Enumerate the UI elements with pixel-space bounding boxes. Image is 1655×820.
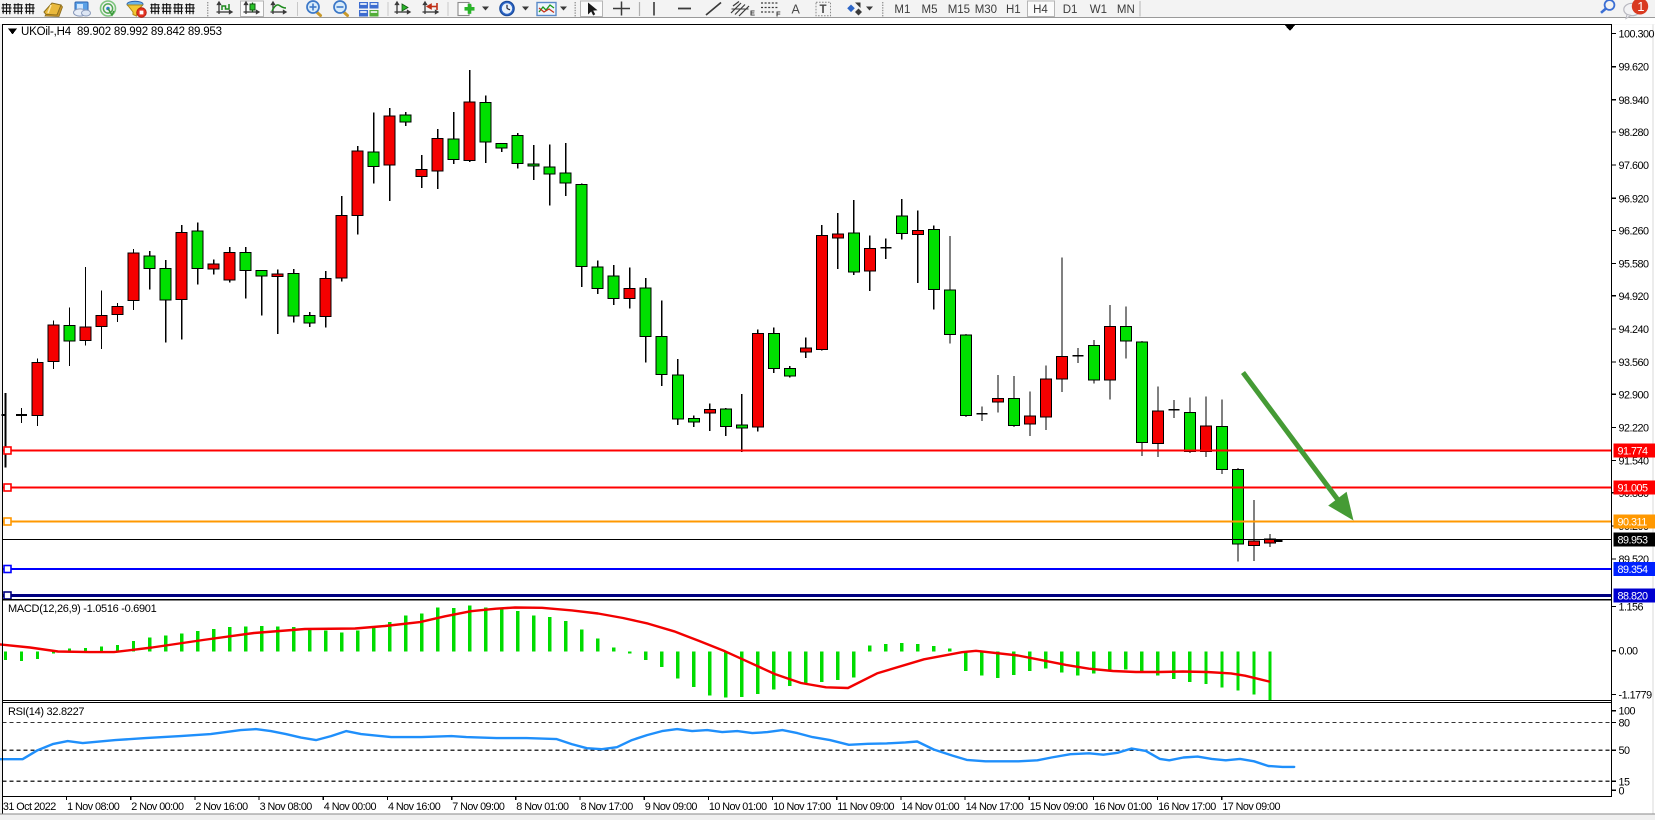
svg-text:8 Nov 17:00: 8 Nov 17:00 <box>581 801 634 813</box>
svg-text:H1: H1 <box>1006 4 1021 16</box>
svg-text:F: F <box>776 10 781 19</box>
svg-text:15 Nov 09:00: 15 Nov 09:00 <box>1030 801 1088 813</box>
svg-text:D1: D1 <box>1063 4 1078 16</box>
svg-text:0: 0 <box>1619 785 1625 797</box>
svg-text:14 Nov 17:00: 14 Nov 17:00 <box>966 801 1024 813</box>
svg-text:M5: M5 <box>922 4 938 16</box>
svg-text:RSI(14) 32.8227: RSI(14) 32.8227 <box>8 706 84 718</box>
svg-text:91.005: 91.005 <box>1618 483 1649 495</box>
svg-text:93.560: 93.560 <box>1619 357 1650 369</box>
svg-text:11 Nov 09:00: 11 Nov 09:00 <box>837 801 894 813</box>
svg-text:0.00: 0.00 <box>1619 646 1639 658</box>
svg-text:M15: M15 <box>948 4 970 16</box>
svg-text:7 Nov 09:00: 7 Nov 09:00 <box>452 801 505 813</box>
svg-text:UKOil-,H4 89.902 89.992 89.84: UKOil-,H4 89.902 89.992 89.842 89.953 <box>21 26 222 38</box>
svg-text:31 Oct 2022: 31 Oct 2022 <box>3 801 56 813</box>
svg-text:9 Nov 09:00: 9 Nov 09:00 <box>645 801 698 813</box>
svg-text:1 Nov 08:00: 1 Nov 08:00 <box>67 801 120 813</box>
svg-text:94.920: 94.920 <box>1619 291 1650 303</box>
svg-text:89.953: 89.953 <box>1618 535 1649 547</box>
svg-text:98.940: 98.940 <box>1619 95 1650 107</box>
svg-text:16 Nov 17:00: 16 Nov 17:00 <box>1158 801 1216 813</box>
svg-text:100: 100 <box>1619 706 1636 718</box>
svg-text:15: 15 <box>1619 776 1631 788</box>
svg-text:89.354: 89.354 <box>1618 564 1649 576</box>
svg-text:2 Nov 16:00: 2 Nov 16:00 <box>195 801 248 813</box>
svg-text:M1: M1 <box>894 4 910 16</box>
svg-text:1: 1 <box>1637 0 1644 14</box>
svg-text:50: 50 <box>1619 745 1631 757</box>
svg-text:96.920: 96.920 <box>1619 193 1650 205</box>
svg-text:2 Nov 00:00: 2 Nov 00:00 <box>131 801 184 813</box>
svg-text:1.156: 1.156 <box>1619 602 1644 614</box>
svg-text:91.540: 91.540 <box>1619 456 1650 468</box>
svg-text:80: 80 <box>1619 718 1631 730</box>
svg-text:91.774: 91.774 <box>1618 446 1649 458</box>
svg-text:T: T <box>820 4 827 16</box>
svg-text:97.600: 97.600 <box>1619 160 1650 172</box>
svg-text:16 Nov 01:00: 16 Nov 01:00 <box>1094 801 1152 813</box>
svg-text:W1: W1 <box>1090 4 1107 16</box>
svg-text:3 Nov 08:00: 3 Nov 08:00 <box>260 801 313 813</box>
svg-text:98.280: 98.280 <box>1619 127 1650 139</box>
svg-text:100.300: 100.300 <box>1619 29 1655 41</box>
svg-text:99.620: 99.620 <box>1619 62 1650 74</box>
svg-text:MACD(12,26,9) -1.0516 -0.6901: MACD(12,26,9) -1.0516 -0.6901 <box>8 603 157 615</box>
svg-text:10 Nov 01:00: 10 Nov 01:00 <box>709 801 767 813</box>
svg-text:17 Nov 09:00: 17 Nov 09:00 <box>1222 801 1280 813</box>
svg-text:4 Nov 16:00: 4 Nov 16:00 <box>388 801 441 813</box>
svg-text:E: E <box>750 9 755 18</box>
svg-text:90.311: 90.311 <box>1618 517 1648 529</box>
svg-text:92.900: 92.900 <box>1619 389 1650 401</box>
svg-text:A: A <box>792 3 801 17</box>
svg-text:14 Nov 01:00: 14 Nov 01:00 <box>901 801 959 813</box>
svg-text:95.580: 95.580 <box>1619 259 1650 271</box>
svg-text:10 Nov 17:00: 10 Nov 17:00 <box>773 801 831 813</box>
svg-text:94.240: 94.240 <box>1619 324 1650 336</box>
svg-text:8 Nov 01:00: 8 Nov 01:00 <box>516 801 569 813</box>
svg-text:96.260: 96.260 <box>1619 226 1650 238</box>
svg-text:-1.1779: -1.1779 <box>1619 690 1653 702</box>
svg-text:92.220: 92.220 <box>1619 422 1650 434</box>
svg-text:4 Nov 00:00: 4 Nov 00:00 <box>324 801 377 813</box>
svg-text:H4: H4 <box>1033 4 1048 16</box>
svg-text:M30: M30 <box>975 4 997 16</box>
svg-text:88.820: 88.820 <box>1618 591 1649 603</box>
svg-text:MN: MN <box>1117 4 1135 16</box>
